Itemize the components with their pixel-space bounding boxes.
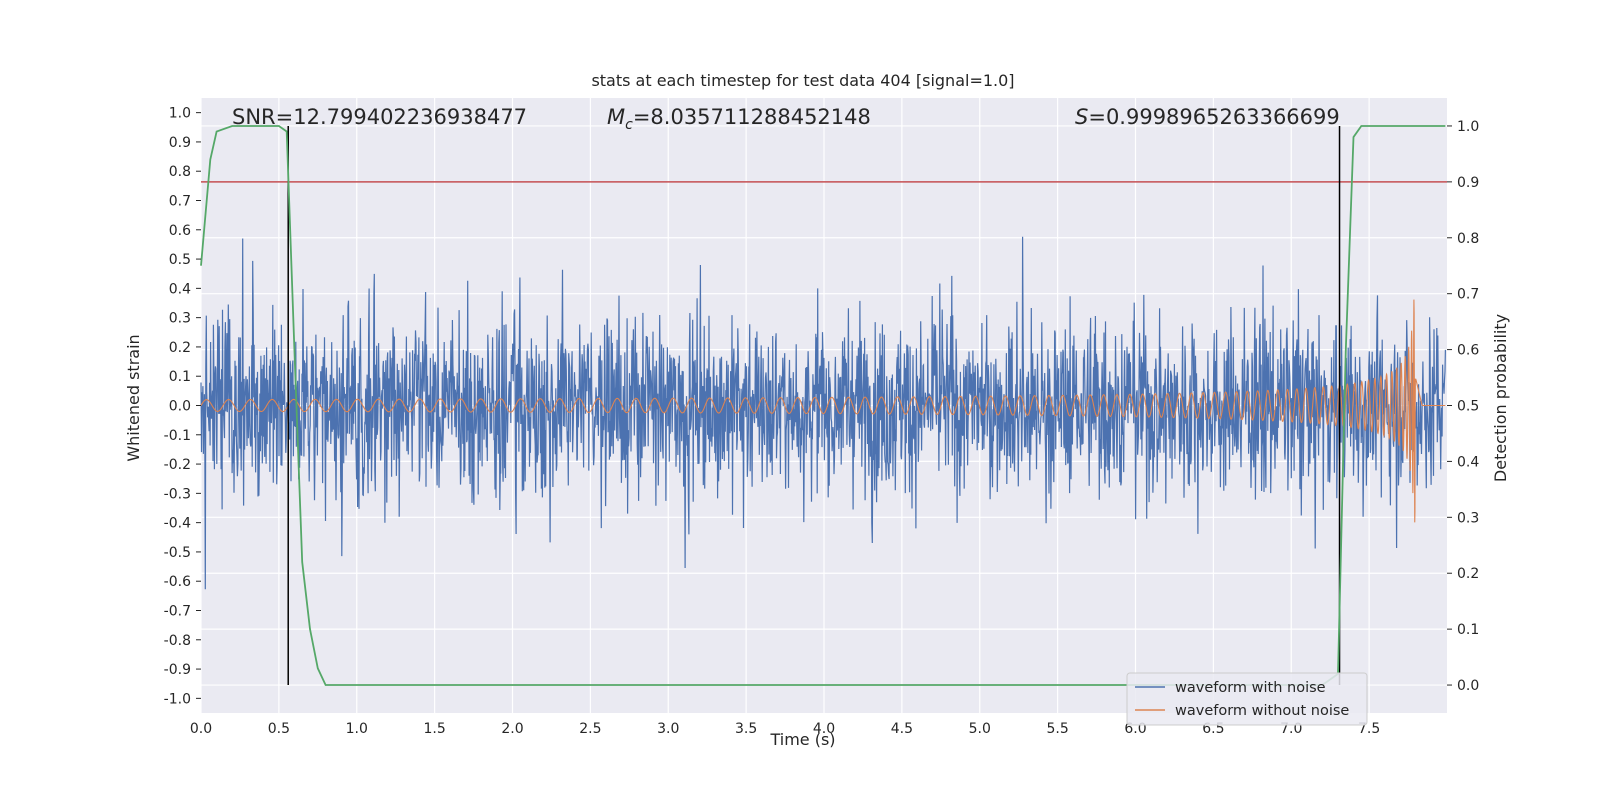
legend-label-noise: waveform with noise: [1175, 680, 1326, 696]
x-tick-label: 2.5: [579, 721, 601, 737]
y-right-tick-label: 0.1: [1457, 622, 1479, 638]
y-tick-label: 0.2: [169, 340, 191, 356]
y-right-tick-label: 0.4: [1457, 454, 1479, 470]
y-tick-label: -0.2: [164, 457, 191, 473]
y-right-tick-label: 0.5: [1457, 399, 1479, 415]
legend: waveform with noise waveform without noi…: [1126, 672, 1368, 726]
y-tick-label: 1.0: [169, 106, 191, 122]
significance-annotation: S=0.9998965263366699: [1075, 105, 1340, 129]
legend-box: [1126, 672, 1368, 726]
series-line-probability: [200, 125, 1446, 686]
x-tick-label: 1.5: [423, 721, 445, 737]
y-tick-label: -0.9: [164, 662, 191, 678]
x-tick-label: 2.0: [501, 721, 523, 737]
y-right-tick-label: 0.0: [1457, 678, 1479, 694]
overlay-layer: [200, 125, 1447, 686]
noise-series-layer: [200, 236, 1446, 590]
significance-symbol: S: [1075, 105, 1088, 129]
y-tick-label: -0.7: [164, 604, 191, 620]
chirp-mass-subscript: c: [625, 117, 633, 133]
y-tick-label: -0.6: [164, 574, 191, 590]
y-tick-label: 0.8: [169, 164, 191, 180]
x-tick-label: 1.0: [346, 721, 368, 737]
x-tick-label: 0.0: [190, 721, 212, 737]
x-tick-label: 5.0: [969, 721, 991, 737]
chirp-series-layer: [200, 299, 1446, 523]
y-right-tick-label: 1.0: [1457, 119, 1479, 135]
chart-title: stats at each timestep for test data 404…: [591, 71, 1014, 90]
series-line-noise: [200, 236, 1446, 590]
y-tick-label: 0.3: [169, 311, 191, 327]
y-tick-label: -0.8: [164, 633, 191, 649]
y-right-tick-label: 0.3: [1457, 510, 1479, 526]
y-axis-label: Whitened strain: [124, 334, 143, 461]
y-tick-label: -0.5: [164, 545, 191, 561]
y-tick-label: -0.3: [164, 486, 191, 502]
series-line-chirp: [200, 299, 1446, 523]
x-tick-label: 0.5: [268, 721, 290, 737]
chirp-mass-annotation: Mc=8.035711288452148: [607, 105, 871, 133]
y-tick-label: 0.9: [169, 135, 191, 151]
x-tick-label: 4.0: [813, 721, 835, 737]
x-tick-label: 5.5: [1046, 721, 1068, 737]
snr-annotation: SNR=12.799402236938477: [232, 105, 527, 129]
y-tick-label: 0.7: [169, 194, 191, 210]
x-tick-label: 3.0: [657, 721, 679, 737]
y-right-tick-label: 0.7: [1457, 287, 1479, 303]
chirp-mass-value: =8.035711288452148: [633, 105, 871, 129]
y-right-tick-label: 0.8: [1457, 231, 1479, 247]
significance-value: =0.9998965263366699: [1088, 105, 1339, 129]
y-tick-label: -1.0: [164, 691, 191, 707]
y-tick-label: 0.0: [169, 399, 191, 415]
y-tick-label: 0.4: [169, 281, 191, 297]
x-tick-label: 4.5: [891, 721, 913, 737]
y-tick-label: -0.4: [164, 516, 191, 532]
x-tick-label: 3.5: [735, 721, 757, 737]
y-tick-label: 0.5: [169, 252, 191, 268]
y-right-tick-label: 0.6: [1457, 343, 1479, 359]
chirp-mass-symbol: M: [607, 105, 625, 129]
y-axis-right-label: Detection probability: [1491, 314, 1510, 482]
x-axis-label: Time (s): [769, 730, 835, 749]
y-tick-label: 0.1: [169, 369, 191, 385]
legend-label-chirp: waveform without noise: [1175, 703, 1349, 719]
y-right-tick-label: 0.2: [1457, 566, 1479, 582]
y-tick-label: 0.6: [169, 223, 191, 239]
y-right-tick-label: 0.9: [1457, 175, 1479, 191]
y-tick-label: -0.1: [164, 428, 191, 444]
